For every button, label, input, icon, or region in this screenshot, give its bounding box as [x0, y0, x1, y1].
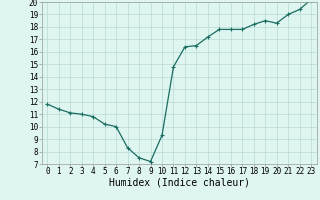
X-axis label: Humidex (Indice chaleur): Humidex (Indice chaleur) [109, 178, 250, 188]
